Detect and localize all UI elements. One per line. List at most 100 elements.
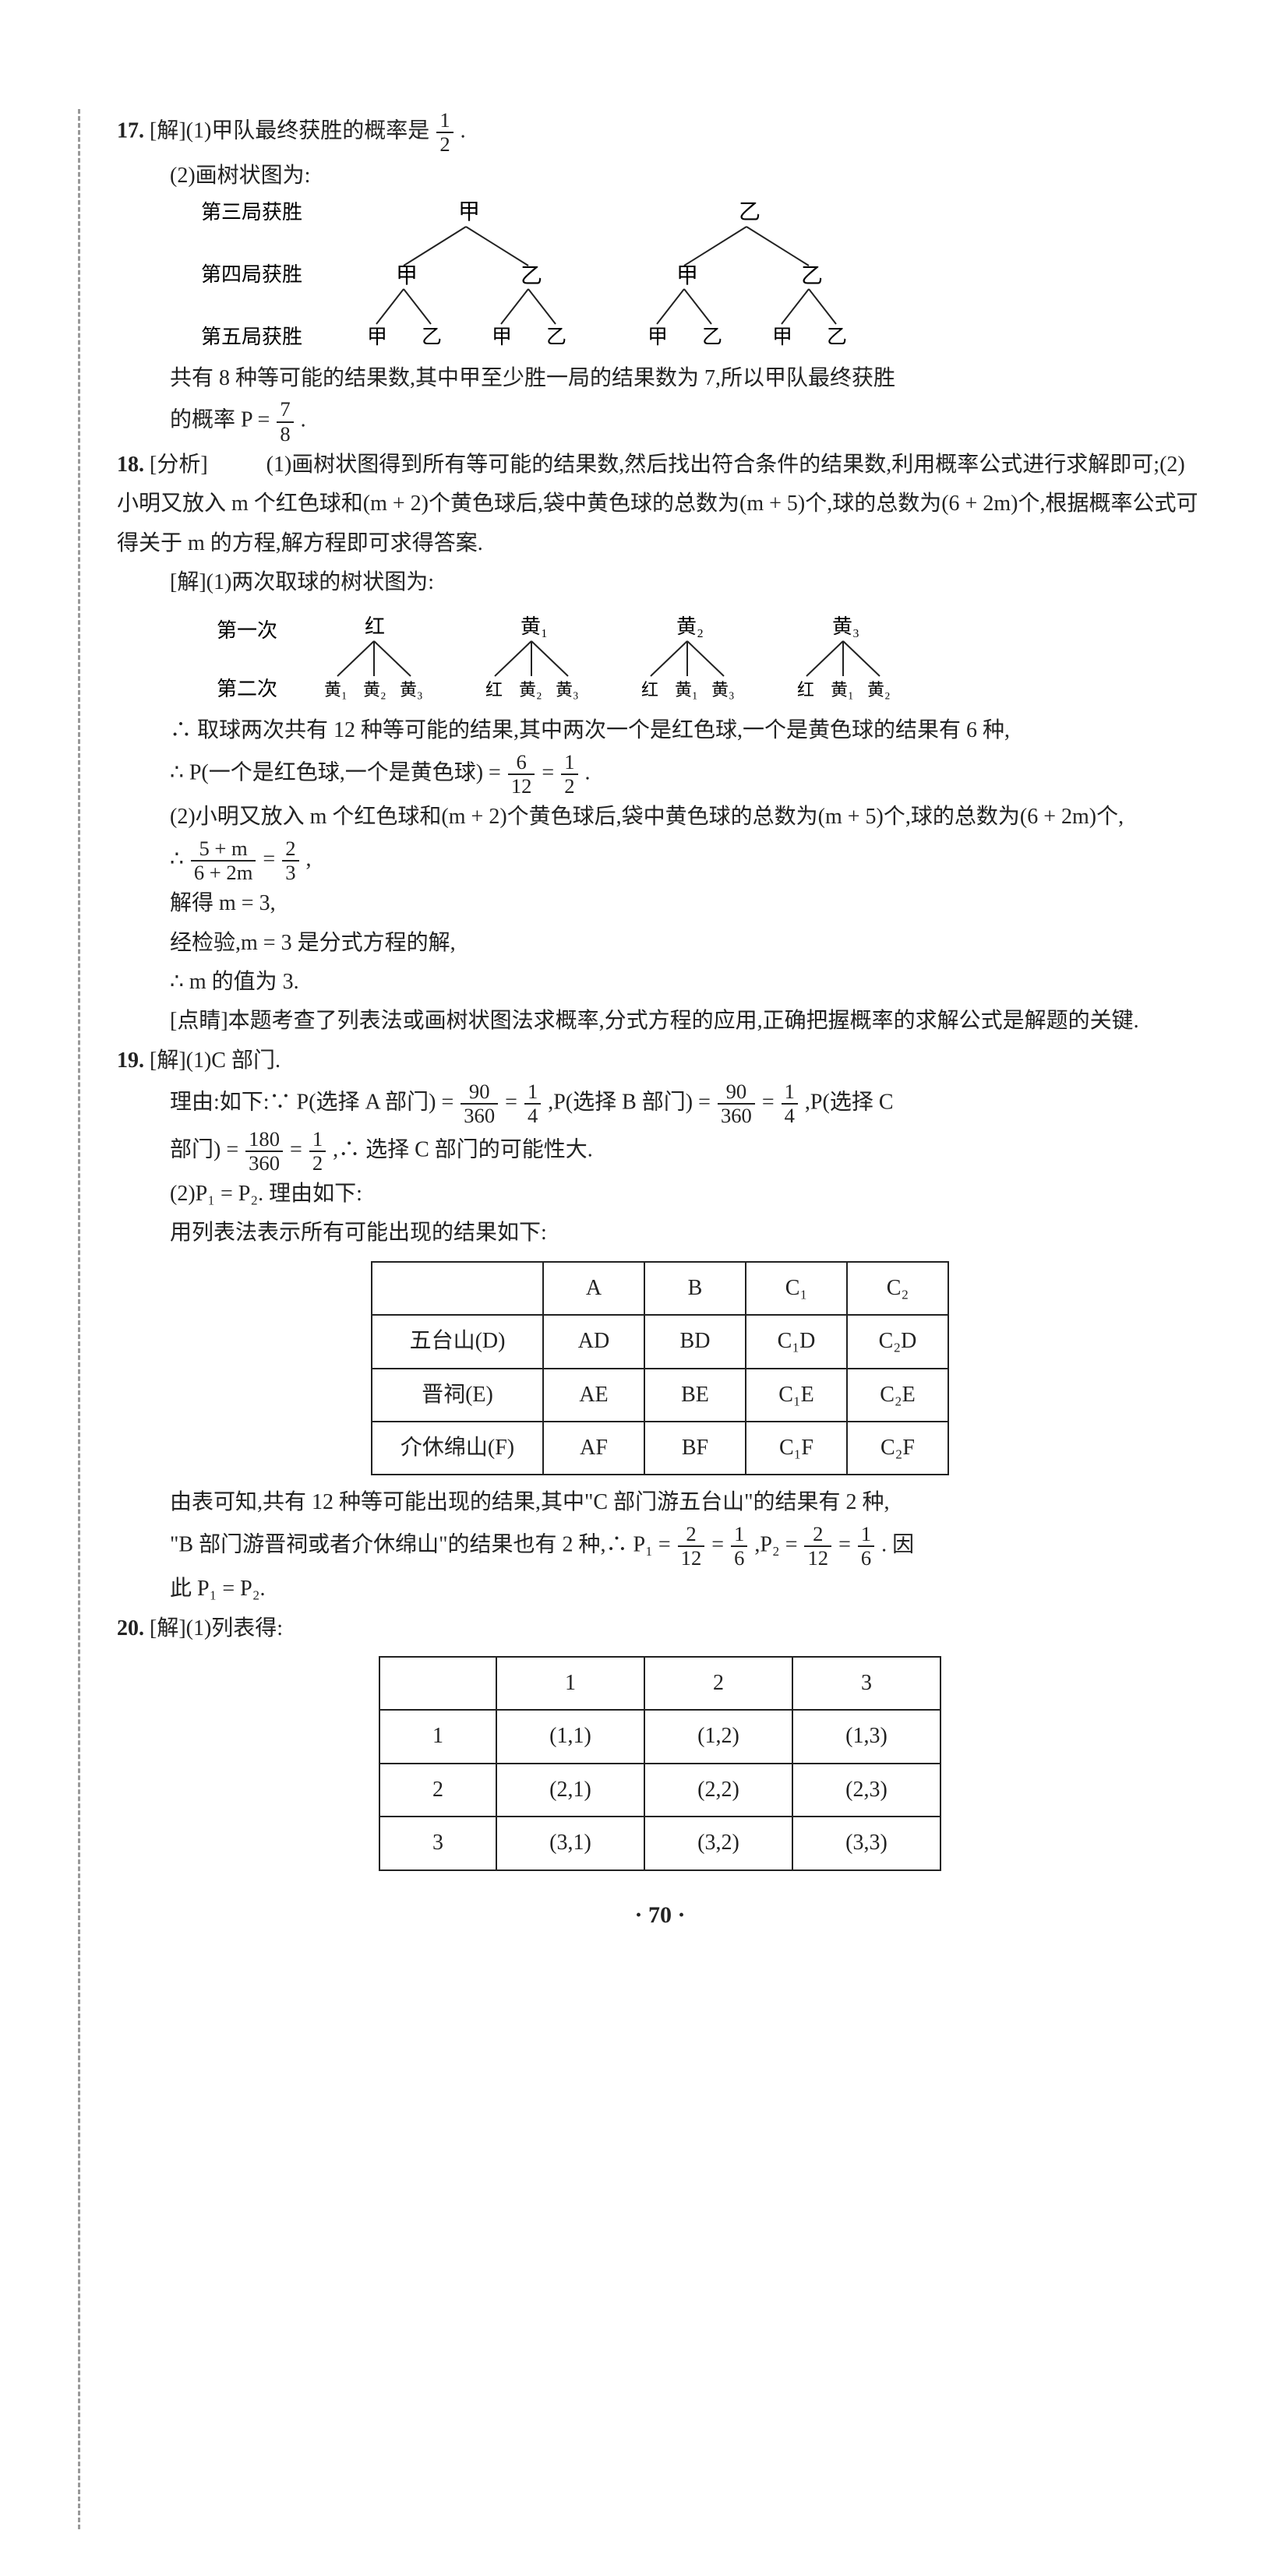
- tree-18: 第一次 红 黄₁ 黄₂ 黄₃ 第二次 黄₁ 黄₂ 黄₃ 红 黄₂ 黄₃ 红: [117, 602, 1203, 711]
- svg-text:乙: 乙: [739, 200, 760, 224]
- analysis-label: [分析]: [150, 453, 208, 477]
- table-19: ABC₁C₂五台山(D)ADBDC₁DC₂D晋祠(E)AEBEC₁EC₂E介休绵…: [371, 1261, 949, 1476]
- svg-text:第三局获胜: 第三局获胜: [201, 201, 302, 224]
- p18-djj: [点睛]本题考查了列表法或画树状图法求概率,分式方程的应用,正确把握概率的求解公…: [117, 1002, 1203, 1041]
- svg-text:第四局获胜: 第四局获胜: [201, 263, 302, 286]
- table-header-cell: [379, 1657, 496, 1710]
- svg-text:乙: 乙: [801, 264, 823, 288]
- table-cell: (1,2): [644, 1710, 792, 1763]
- problem-20: 20. [解](1)列表得: 1231(1,1)(1,2)(1,3)2(2,1)…: [117, 1609, 1203, 1871]
- p17-line1b: .: [461, 119, 466, 143]
- table-row: 1(1,1)(1,2)(1,3): [379, 1710, 940, 1763]
- svg-text:甲: 甲: [772, 326, 792, 348]
- p19-l8: 此 P₁ = P₂.: [117, 1570, 1203, 1609]
- p18-lf: 经检验,m = 3 是分式方程的解,: [117, 924, 1203, 963]
- svg-text:黄₁: 黄₁: [675, 680, 698, 700]
- table-cell: (3,3): [792, 1817, 940, 1869]
- svg-text:甲: 甲: [458, 200, 480, 224]
- svg-text:甲: 甲: [367, 326, 387, 348]
- table-cell: 介休绵山(F): [372, 1422, 543, 1475]
- table-cell: C₂D: [847, 1315, 948, 1368]
- table-row: 2(2,1)(2,2)(2,3): [379, 1764, 940, 1817]
- tree-17: 第三局获胜 甲 乙 第四局获胜 甲 乙 甲 乙 第五局获胜 甲 乙 甲: [117, 196, 1203, 359]
- p19-l2: 理由:如下:∵ P(选择 A 部门) = 90360 = 14 ,P(选择 B …: [117, 1080, 1203, 1128]
- table-row: 五台山(D)ADBDC₁DC₂D: [372, 1315, 948, 1368]
- table-cell: C₁F: [746, 1422, 847, 1475]
- problem-19: 19. [解](1)C 部门. 理由:如下:∵ P(选择 A 部门) = 903…: [117, 1041, 1203, 1609]
- tree-17-svg: 第三局获胜 甲 乙 第四局获胜 甲 乙 甲 乙 第五局获胜 甲 乙 甲: [170, 196, 949, 359]
- svg-text:乙: 乙: [827, 326, 847, 348]
- p19-l1: [解](1)C 部门.: [150, 1048, 281, 1073]
- table-cell: BD: [644, 1315, 746, 1368]
- p19-l7: "B 部门游晋祠或者介休绵山"的结果也有 2 种,∴ P₁ = 212 = 16…: [117, 1523, 1203, 1570]
- svg-text:黄₁: 黄₁: [521, 615, 548, 638]
- p19-l4: (2)P₁ = P₂. 理由如下:: [117, 1175, 1203, 1214]
- svg-text:黄₂: 黄₂: [676, 615, 704, 638]
- p18-lc: (2)小明又放入 m 个红色球和(m + 2)个黄色球后,袋中黄色球的总数为(m…: [117, 798, 1203, 837]
- p18-analysis: (1)画树状图得到所有等可能的结果数,然后找出符合条件的结果数,利用概率公式进行…: [117, 453, 1198, 555]
- svg-text:甲: 甲: [676, 264, 698, 288]
- table-row: 3(3,1)(3,2)(3,3): [379, 1817, 940, 1869]
- table-cell: AD: [543, 1315, 644, 1368]
- problem-18: 18. [分析] (1)画树状图得到所有等可能的结果数,然后找出符合条件的结果数…: [117, 446, 1203, 1041]
- svg-text:第一次: 第一次: [217, 619, 277, 642]
- p19-l6: 由表可知,共有 12 种等可能出现的结果,其中"C 部门游五台山"的结果有 2 …: [117, 1483, 1203, 1522]
- svg-text:黄₃: 黄₃: [711, 680, 735, 700]
- p19-l3: 部门) = 180360 = 12 ,∴ 选择 C 部门的可能性大.: [117, 1128, 1203, 1175]
- p18-lg: ∴ m 的值为 3.: [117, 963, 1203, 1002]
- svg-text:乙: 乙: [546, 326, 566, 348]
- table-cell: (1,1): [496, 1710, 644, 1763]
- table-cell: BF: [644, 1422, 746, 1475]
- table-header-cell: [372, 1262, 543, 1315]
- svg-text:红: 红: [365, 615, 385, 638]
- table-cell: (3,1): [496, 1817, 644, 1869]
- table-header-cell: 3: [792, 1657, 940, 1710]
- svg-text:黄₁: 黄₁: [831, 680, 854, 700]
- fraction: 12: [436, 109, 453, 157]
- svg-text:乙: 乙: [702, 326, 722, 348]
- p20-num: 20.: [117, 1616, 150, 1640]
- table-header-cell: 2: [644, 1657, 792, 1710]
- table-cell: 晋祠(E): [372, 1369, 543, 1422]
- table-cell: (2,1): [496, 1764, 644, 1817]
- svg-text:黄₂: 黄₂: [867, 680, 891, 700]
- table-20: 1231(1,1)(1,2)(1,3)2(2,1)(2,2)(2,3)3(3,1…: [379, 1656, 941, 1871]
- svg-text:黄₃: 黄₃: [556, 680, 579, 700]
- table-cell: 3: [379, 1817, 496, 1869]
- table-row: 晋祠(E)AEBEC₁EC₂E: [372, 1369, 948, 1422]
- tree-18-svg: 第一次 红 黄₁ 黄₂ 黄₃ 第二次 黄₁ 黄₂ 黄₃ 红 黄₂ 黄₃ 红: [170, 602, 1027, 711]
- svg-text:红: 红: [641, 680, 658, 700]
- table-header-cell: C₁: [746, 1262, 847, 1315]
- fraction: 78: [277, 398, 293, 446]
- table-cell: (2,2): [644, 1764, 792, 1817]
- table-cell: BE: [644, 1369, 746, 1422]
- table-cell: (3,2): [644, 1817, 792, 1869]
- table-cell: 2: [379, 1764, 496, 1817]
- problem-17: 17. [解](1)甲队最终获胜的概率是 12 . (2)画树状图为: 第三局获…: [117, 109, 1203, 446]
- p18-le: 解得 m = 3,: [117, 884, 1203, 923]
- p17-line4: 的概率 P = 78 .: [117, 398, 1203, 446]
- svg-text:黄₁: 黄₁: [324, 680, 348, 700]
- p18-lb: ∴ P(一个是红色球,一个是黄色球) = 612 = 12 .: [117, 751, 1203, 798]
- table-cell: 1: [379, 1710, 496, 1763]
- table-header-cell: B: [644, 1262, 746, 1315]
- p18-num: 18.: [117, 453, 150, 477]
- table-cell: C₁D: [746, 1315, 847, 1368]
- svg-text:乙: 乙: [422, 326, 442, 348]
- svg-text:黄₂: 黄₂: [519, 680, 542, 700]
- svg-text:甲: 甲: [396, 264, 418, 288]
- svg-text:黄₃: 黄₃: [832, 615, 859, 638]
- svg-text:黄₃: 黄₃: [400, 680, 423, 700]
- p18-sol: [解](1)两次取球的树状图为:: [117, 563, 1203, 602]
- page-number: · 70 ·: [117, 1894, 1203, 1936]
- p18-ld: ∴ 5 + m6 + 2m = 23 ,: [117, 837, 1203, 885]
- table-header-cell: A: [543, 1262, 644, 1315]
- table-cell: C₁E: [746, 1369, 847, 1422]
- p17-num: 17.: [117, 119, 150, 143]
- svg-text:乙: 乙: [521, 264, 542, 288]
- table-cell: C₂F: [847, 1422, 948, 1475]
- svg-text:第二次: 第二次: [217, 678, 277, 700]
- table-cell: C₂E: [847, 1369, 948, 1422]
- table-cell: 五台山(D): [372, 1315, 543, 1368]
- svg-text:黄₂: 黄₂: [363, 680, 386, 700]
